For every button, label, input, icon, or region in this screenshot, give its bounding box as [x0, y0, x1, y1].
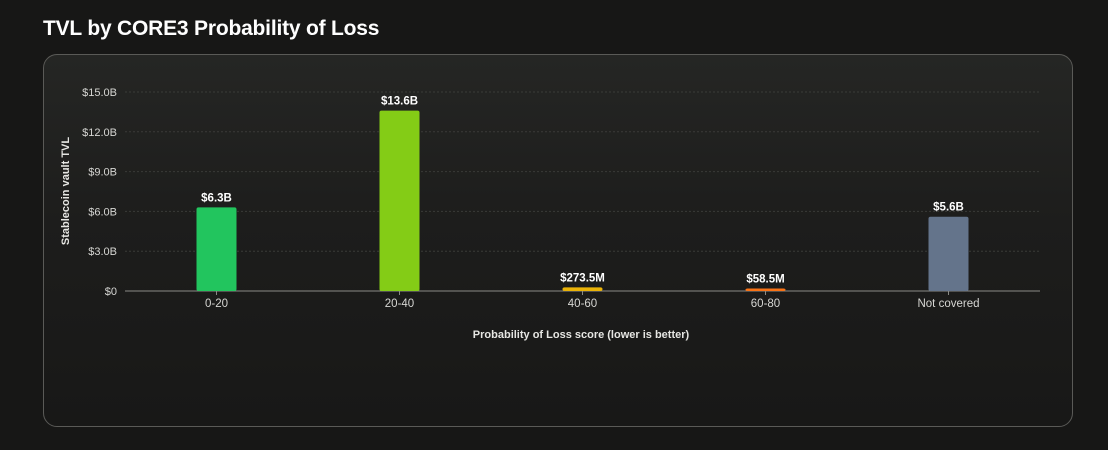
y-axis-title: Stablecoin vault TVL	[60, 137, 72, 245]
bar-value-label: $273.5M	[560, 272, 605, 284]
bar-value-label: $58.5M	[746, 274, 784, 286]
labels: $0 $3.0B $6.0B $9.0B $12.0B $15.0B 0-20 $6.3B 20…	[82, 87, 979, 310]
x-tick-label: 40-60	[568, 298, 597, 310]
x-tick-label: 0-20	[205, 298, 228, 310]
x-tick-label: 20-40	[385, 298, 414, 310]
y-tick-label: $12.0B	[82, 127, 117, 139]
bar-40-60	[562, 287, 603, 291]
y-tick-label: $15.0B	[82, 87, 117, 99]
gridlines	[125, 91, 1040, 252]
bar-20-40	[379, 110, 420, 291]
chart-title: TVL by CORE3 Probability of Loss	[43, 17, 380, 40]
y-tick-label: $3.0B	[88, 246, 117, 258]
x-tick-label: Not covered	[917, 298, 979, 310]
bar-value-label: $13.6B	[381, 96, 418, 108]
y-tick-label: $9.0B	[88, 167, 117, 179]
bars	[196, 110, 969, 291]
bar-value-label: $5.6B	[933, 202, 964, 214]
bar-value-label: $6.3B	[201, 192, 232, 204]
x-axis-title: Probability of Loss score (lower is bett…	[473, 329, 690, 341]
x-tick-label: 60-80	[751, 298, 780, 310]
y-tick-label: $6.0B	[88, 206, 117, 218]
axes	[125, 290, 1040, 295]
bar-not-covered	[928, 216, 969, 291]
y-tick-label: $0	[105, 286, 117, 298]
bar-0-20	[196, 207, 237, 291]
bar-60-80	[745, 288, 786, 291]
